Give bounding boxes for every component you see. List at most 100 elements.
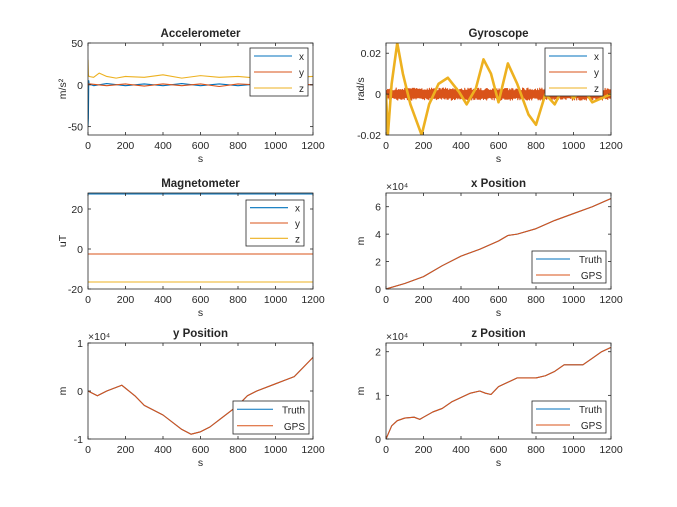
x-tick-label: 600 (490, 444, 508, 456)
x-tick-label: 0 (383, 444, 389, 456)
series-line-gps (386, 346, 611, 439)
subplot-2: 0 200 400 600 800 1000 1200-0.0200.02Gyroscope… (355, 28, 623, 165)
x-tick-label: 0 (85, 140, 91, 152)
series-group (88, 357, 313, 435)
legend: xyz (544, 47, 604, 97)
x-tick-label: 600 (192, 444, 210, 456)
x-tick-label: 0 (383, 294, 389, 306)
subplot-title: z Position (471, 328, 525, 340)
y-tick-label: 4 (375, 229, 381, 241)
subplot-6: 0 200 400 600 800 1000 1200 0 1 2 ×10⁴ z Position s m… (355, 328, 623, 469)
legend-label-z: z (295, 234, 300, 245)
x-tick-label: 400 (452, 294, 470, 306)
y-tick-label: -1 (74, 434, 83, 446)
legend-label-z: z (594, 84, 599, 95)
legend-box (232, 400, 310, 435)
x-tick-label: 1000 (562, 294, 586, 306)
x-tick-label: 1000 (264, 140, 288, 152)
x-tick-label: 1200 (599, 444, 623, 456)
legend-label-z: z (299, 84, 304, 95)
x-tick-label: 200 (415, 444, 433, 456)
y-tick-label: -20 (68, 284, 83, 296)
x-tick-label: 0 (383, 140, 389, 152)
y-tick-label: 1 (77, 338, 83, 350)
legend-label-y: y (299, 68, 304, 79)
x-axis-label: s (198, 153, 203, 165)
x-tick-label: 800 (229, 140, 247, 152)
y-exponent-label: ×10⁴ (386, 181, 408, 193)
y-tick-label: 50 (71, 38, 83, 50)
x-tick-label: 800 (527, 444, 545, 456)
legend-label-x: x (295, 204, 300, 215)
series-group (386, 346, 611, 439)
y-tick-label: 0 (375, 284, 381, 296)
x-tick-label: 1200 (301, 140, 325, 152)
legend: Truth GPS (531, 250, 607, 284)
y-tick-label: 2 (375, 257, 381, 269)
y-tick-label: 20 (71, 204, 83, 216)
y-tick-label: -0.02 (357, 130, 381, 142)
subplot-title: Magnetometer (161, 178, 240, 190)
x-tick-label: 1000 (562, 140, 586, 152)
x-tick-label: 1000 (562, 444, 586, 456)
y-tick-label: 0 (77, 244, 83, 256)
legend-label-y: y (594, 68, 599, 79)
x-tick-label: 200 (117, 444, 135, 456)
y-tick-label: -50 (68, 122, 83, 134)
x-tick-label: 600 (490, 294, 508, 306)
x-axis-label: s (198, 457, 203, 469)
x-tick-label: 1000 (264, 294, 288, 306)
subplot-title: Gyroscope (468, 28, 528, 40)
x-tick-label: 200 (415, 294, 433, 306)
x-tick-label: 600 (490, 140, 508, 152)
x-axis-label: s (496, 307, 501, 319)
series-group (386, 197, 611, 289)
x-tick-label: 600 (192, 140, 210, 152)
x-tick-label: 800 (229, 294, 247, 306)
x-tick-label: 400 (154, 444, 172, 456)
legend-label-gps: GPS (581, 421, 602, 432)
x-tick-label: 0 (85, 444, 91, 456)
x-tick-label: 1200 (599, 140, 623, 152)
legend-label-gps: GPS (284, 422, 305, 433)
y-tick-label: 0 (375, 89, 381, 101)
legend: Truth GPS (232, 400, 310, 435)
legend: xyz (249, 47, 309, 97)
subplot-title: Accelerometer (161, 28, 241, 40)
series-line-gps (386, 197, 611, 289)
x-tick-label: 600 (192, 294, 210, 306)
x-axis-label: s (198, 307, 203, 319)
x-tick-label: 400 (154, 140, 172, 152)
x-tick-label: 800 (229, 444, 247, 456)
subplot-title: y Position (173, 328, 228, 340)
y-tick-label: 2 (375, 347, 381, 359)
legend-label-truth: Truth (579, 255, 602, 266)
x-axis-label: s (496, 153, 501, 165)
x-tick-label: 400 (452, 140, 470, 152)
x-tick-label: 1200 (301, 294, 325, 306)
x-tick-label: 200 (117, 294, 135, 306)
legend-label-truth: Truth (579, 405, 602, 416)
legend-box (531, 400, 607, 434)
subplot-3: 0 200 400 600 800 1000 1200-20020Magnetometers… (57, 178, 325, 319)
x-tick-label: 400 (452, 444, 470, 456)
subplot-5: 0 200 400 600 800 1000 1200-101×10⁴ y Positions… (57, 328, 325, 469)
y-tick-label: 0 (77, 386, 83, 398)
subplot-4: 0 200 400 600 800 1000 1200 0 2 4 6 ×10⁴ x Position s… (355, 178, 623, 319)
legend-label-x: x (299, 52, 304, 63)
x-tick-label: 1200 (599, 294, 623, 306)
legend: Truth GPS (531, 400, 607, 434)
x-axis-label: s (496, 457, 501, 469)
legend-label-truth: Truth (282, 405, 305, 416)
subplot-title: x Position (471, 178, 526, 190)
y-axis-label: m/s² (57, 78, 69, 99)
y-tick-label: 6 (375, 202, 381, 214)
y-exponent-label: ×10⁴ (88, 331, 110, 343)
legend-label-y: y (295, 219, 300, 230)
y-tick-label: 0.02 (361, 48, 382, 60)
x-tick-label: 800 (527, 140, 545, 152)
x-tick-label: 0 (85, 294, 91, 306)
y-tick-label: 0 (77, 80, 83, 92)
